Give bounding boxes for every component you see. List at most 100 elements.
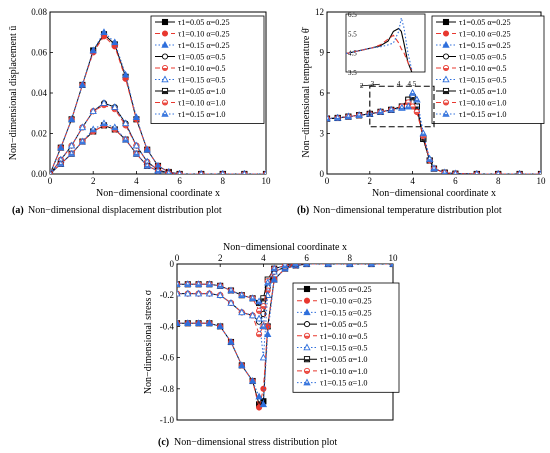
data-point (143, 145, 151, 153)
legend-entry: τ1=0.15 α=0.5 (178, 76, 226, 85)
inset-series-line (346, 17, 413, 71)
x-tick-label: 10 (389, 253, 399, 263)
data-point-half (156, 170, 160, 173)
inset-x-tick-label: 3 (371, 80, 375, 88)
legend-entry: τ1=0.15 α=0.5 (320, 344, 368, 353)
chart-panel-b: 0 2 4 6 8 10 0 3 6 9 12 Non−dimensional coordinate … (297, 7, 546, 216)
inset-series-group (346, 17, 413, 72)
y-tick-label: 0.06 (31, 48, 47, 58)
caption-letter: (a) (12, 205, 24, 216)
data-point-half (272, 268, 277, 271)
data-point (248, 376, 257, 384)
legend-marker-half (163, 102, 167, 105)
data-point-half (399, 107, 404, 110)
data-point (259, 353, 268, 361)
legend-marker (161, 30, 169, 37)
data-point (184, 289, 192, 297)
x-tick-label: 0 (48, 176, 53, 186)
data-point (184, 319, 192, 327)
legend-marker (303, 343, 311, 351)
x-axis-label: Non−dimensional coordinate x (372, 188, 496, 199)
data-point (50, 169, 53, 174)
legend-marker (303, 308, 311, 316)
x-tick-label: 6 (304, 253, 309, 263)
data-point-half (261, 306, 266, 309)
data-point-half (293, 264, 298, 266)
x-tick-label: 8 (496, 176, 501, 186)
data-point-half (185, 284, 190, 287)
legend-marker (442, 53, 450, 60)
legend-entry: τ1=0.15 α=0.25 (459, 41, 511, 50)
data-point (205, 319, 214, 327)
series-line (50, 35, 266, 174)
legend-marker (442, 75, 450, 83)
legend-marker (442, 18, 450, 26)
legend-entry: τ1=0.05 α=1.0 (178, 87, 226, 96)
data-point-half (327, 118, 329, 121)
data-point (78, 123, 87, 131)
data-point (121, 70, 130, 78)
y-axis-label: Non−dimensional stress σ (143, 289, 154, 394)
legend-entry: τ1=0.05 α=0.5 (320, 320, 368, 329)
data-point-half (414, 111, 419, 114)
data-point-half (134, 153, 139, 156)
data-point-half (421, 136, 426, 139)
data-point-half (442, 172, 447, 174)
legend-marker (442, 30, 450, 37)
legend-marker (442, 40, 450, 48)
inset-x-tick-label: 4.5 (407, 80, 416, 88)
legend-marker (303, 321, 311, 328)
data-point-half (145, 165, 150, 168)
legend-marker-half (305, 370, 309, 373)
legend-box (431, 15, 545, 124)
data-point-half (432, 168, 436, 171)
data-point-half (421, 133, 426, 136)
legend-marker (161, 18, 169, 26)
legend-entry: τ1=0.10 α=0.25 (178, 30, 230, 39)
x-tick-label: 10 (537, 176, 547, 186)
data-point-half (410, 97, 415, 100)
y-axis-label: Non−dimensional temperature θ̄ (301, 26, 312, 157)
x-tick-label: 6 (177, 176, 182, 186)
legend-marker-half (444, 102, 448, 105)
data-point-half (335, 117, 340, 120)
data-point-half (196, 284, 201, 287)
data-point-half (421, 138, 426, 141)
data-point-half (91, 129, 96, 132)
legend: τ1=0.05 α=0.25 τ1=0.10 α=0.25 τ1=0.15 α=0.… (150, 15, 265, 124)
legend-marker-half (163, 68, 167, 70)
legend-entry: τ1=0.15 α=0.5 (459, 76, 507, 85)
series-group (50, 28, 266, 174)
data-point-half (102, 105, 106, 108)
inset-group: 3.5 4.5 5.5 6.5 2 3 4 4.5 (345, 11, 435, 128)
legend-entry: τ1=0.10 α=1.0 (459, 99, 507, 108)
x-tick-label: 10 (262, 176, 272, 186)
data-point (255, 314, 263, 322)
x-tick-label: 4 (410, 176, 415, 186)
data-point-half (123, 139, 128, 142)
inset-x-tick-label: 2 (360, 82, 364, 90)
y-tick-label: -0.4 (160, 321, 175, 331)
data-point (100, 99, 108, 106)
y-tick-label: 0.04 (31, 88, 47, 98)
data-point (242, 169, 247, 174)
y-tick-label: 0.02 (31, 129, 47, 139)
x-axis-label: Non−dimensional coordinate x (96, 188, 220, 199)
data-point (238, 308, 246, 316)
legend-entry: τ1=0.05 α=1.0 (459, 87, 507, 96)
data-point-half (177, 284, 179, 287)
data-point (259, 400, 268, 408)
data-point-half (207, 284, 212, 287)
data-point (89, 107, 97, 114)
data-point (260, 385, 267, 392)
data-point-half (239, 295, 244, 298)
x-tick-label: 4 (261, 253, 266, 263)
data-point-half (112, 109, 117, 112)
data-point-half (69, 153, 74, 156)
data-point (264, 330, 272, 337)
x-tick-label: 2 (218, 253, 223, 263)
data-point (194, 319, 203, 327)
x-tick-label: 2 (91, 176, 96, 186)
chart-panel-c: 0 2 4 6 8 10 0 -0.2 -0.4 -0.6 -0.8 -1.0 Non−dimensio… (143, 242, 400, 448)
